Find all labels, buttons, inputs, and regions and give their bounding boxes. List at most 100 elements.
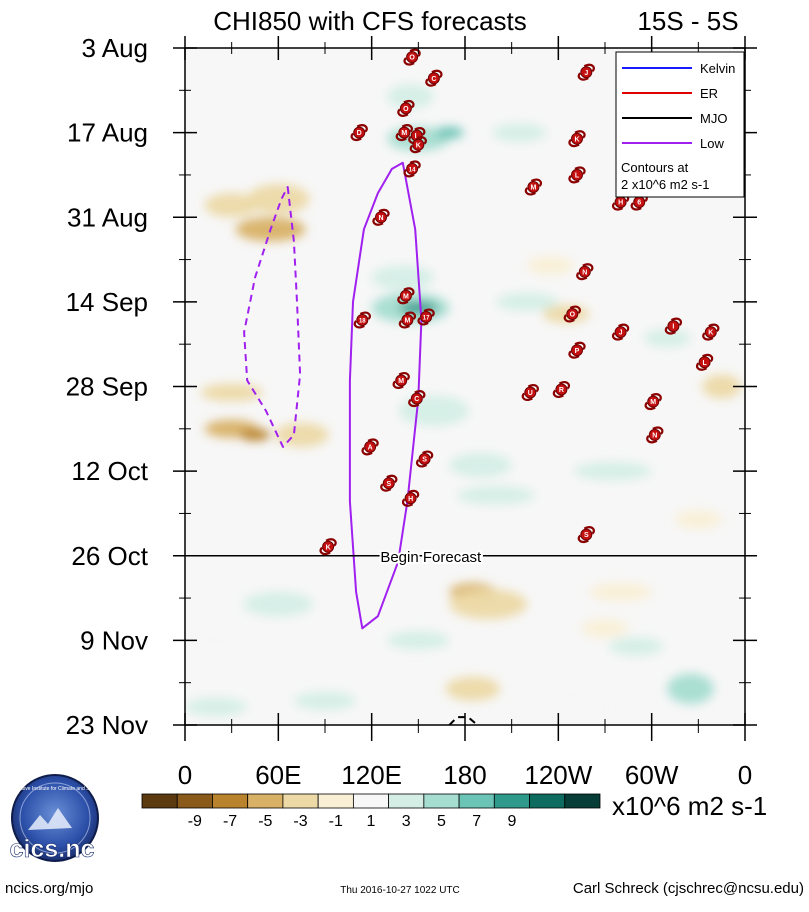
storm-marker-label: 14 [409,168,416,174]
anomaly-blob [449,588,528,620]
storm-marker[interactable]: O [397,99,415,117]
storm-marker-label: N [378,215,383,222]
storm-marker-dot [571,344,583,357]
anomaly-blob [457,486,535,505]
storm-marker[interactable]: M [644,393,662,411]
storm-marker[interactable]: 14 [403,160,421,178]
storm-marker[interactable]: U [521,384,539,401]
storm-marker-arm [397,295,409,305]
storm-marker[interactable]: 17 [417,308,435,326]
storm-marker[interactable]: L [568,166,586,184]
storm-marker-arm [417,317,429,326]
y-tick-label: 9 Nov [80,625,148,655]
storm-marker-arm [646,435,658,444]
storm-marker[interactable]: P [568,341,586,359]
logo-mountains [28,808,72,830]
storm-marker[interactable]: J [611,323,630,341]
storm-marker-dot [364,440,377,453]
storm-marker[interactable]: K [319,538,337,556]
storm-marker[interactable]: H [611,193,630,211]
storm-marker-label: L [415,133,420,140]
storm-marker-arm [574,341,586,351]
storm-marker[interactable]: N [372,208,390,226]
colorbar-swatch [247,793,284,809]
storm-marker-arm [583,526,595,535]
storm-marker-arm [380,483,392,492]
storm-marker-arm [521,392,533,401]
storm-marker[interactable]: A [361,438,379,456]
storm-marker-arm [527,384,539,393]
storm-marker[interactable]: M [524,178,543,196]
storm-marker-dot [382,477,395,490]
storm-marker[interactable]: M [397,287,415,305]
anomaly-blob [387,631,450,650]
storm-marker-dot [647,395,660,408]
storm-marker-arm [408,489,420,499]
storm-marker[interactable]: L [695,353,714,371]
colorbar-swatch [212,793,249,809]
storm-marker-arm [404,311,417,320]
storm-marker-arm [398,320,410,329]
colorbar-swatch [529,793,566,809]
storm-marker-arm [708,323,720,332]
storm-marker-arm [568,350,580,359]
anomaly-blob [573,462,652,481]
storm-marker-arm [630,202,642,211]
storm-marker-dot [410,392,423,405]
storm-marker-label: U [528,390,533,397]
storm-marker[interactable]: J [577,63,595,81]
storm-marker-dot [356,314,369,326]
storm-marker-arm [414,390,426,399]
anomaly-blob [247,184,310,215]
storm-marker[interactable]: S [380,474,398,492]
colorbar-swatch [423,793,460,809]
colorbar-tick-label: 1 [367,813,376,830]
storm-marker[interactable]: 18 [353,311,371,329]
storm-marker-dot [648,428,661,441]
footer-timestamp: Thu 2016-10-27 1022 UTC [340,885,460,896]
storm-marker-arm [702,332,714,341]
footer-link[interactable]: ncics.org/mjo [5,880,93,897]
storm-marker[interactable]: M [392,372,410,389]
legend-note-line2: 2 x10^6 m2 s-1 [621,177,709,192]
legend-label-mjo: MJO [700,111,727,126]
storm-marker[interactable]: M [395,124,413,142]
storm-marker-dot [580,528,593,541]
storm-marker-arm [408,398,420,408]
anomaly-blob [542,304,590,324]
storm-marker-label: L [702,360,707,367]
storm-marker-label: M [530,185,536,192]
storm-marker[interactable]: K [568,130,586,148]
storm-marker[interactable]: S [415,450,434,468]
storm-marker[interactable]: S [577,526,595,544]
storm-marker[interactable]: I [664,317,683,335]
storm-marker-arm [431,69,443,79]
storm-marker[interactable]: K [702,323,720,341]
storm-marker-arm [397,108,409,117]
storm-marker[interactable]: C [425,69,443,87]
x-tick-label: 60E [255,760,301,790]
storm-marker[interactable]: M [398,311,417,329]
storm-marker[interactable]: K [409,136,427,154]
storm-marker[interactable]: D [350,124,368,142]
storm-marker[interactable]: N [646,426,664,444]
storm-marker[interactable]: N [576,263,594,281]
storm-marker[interactable]: C [408,390,426,408]
colorbar-tick-label: -5 [258,813,272,830]
storm-marker-label: C [431,76,436,83]
storm-marker-arm [403,57,415,66]
anomaly-blob [274,422,329,447]
storm-marker[interactable]: H [401,489,420,507]
colorbar-swatch [141,793,178,809]
storm-marker-arm [577,534,589,544]
storm-marker[interactable]: R [552,381,571,398]
storm-marker-dot [399,102,412,115]
storm-marker[interactable]: O [563,305,581,323]
storm-marker-arm [652,426,664,435]
storm-marker-arm [611,202,624,211]
storm-marker-arm [325,538,337,547]
storm-marker-arm [415,136,427,145]
